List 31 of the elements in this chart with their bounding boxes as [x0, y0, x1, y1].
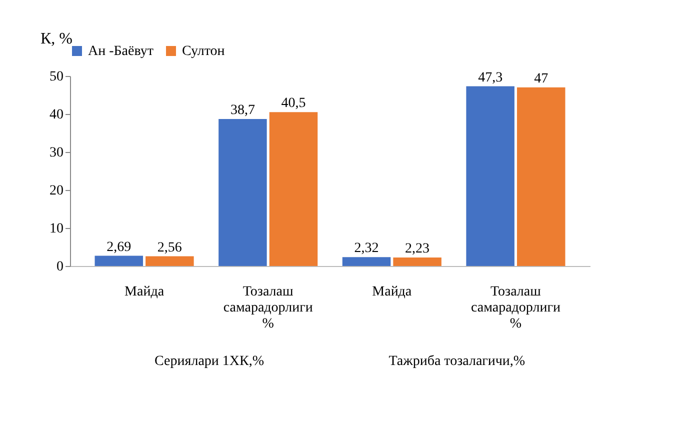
- y-tick-label: 20: [50, 184, 64, 198]
- y-tick-label: 30: [50, 146, 64, 160]
- y-tick-label: 40: [50, 108, 64, 122]
- bar: [393, 258, 442, 266]
- y-tick-label: 0: [56, 260, 64, 274]
- bar: [466, 86, 514, 266]
- data-label: 2,32: [354, 241, 379, 256]
- y-tick-label: 50: [50, 70, 64, 84]
- bar: [94, 256, 144, 266]
- data-label: 40,5: [281, 96, 306, 112]
- x-tick-label: Майда: [124, 284, 165, 300]
- x-tick-label: Тозалаш самарадорлиги %: [223, 284, 314, 332]
- legend-label: Ан -Баёвут: [88, 44, 154, 59]
- bar: [218, 118, 267, 266]
- bar: [342, 257, 391, 266]
- data-label: 47,3: [478, 70, 503, 86]
- text: Сериялари 1ХК,%: [154, 354, 264, 369]
- bar: [516, 87, 566, 266]
- data-label: 2,56: [157, 240, 182, 256]
- y-axis-title: К, %: [40, 30, 72, 48]
- x-tick-label: Майда: [372, 284, 412, 300]
- y-tick-label: 10: [50, 222, 64, 236]
- data-label: 47: [534, 71, 548, 86]
- x-tick-label: Тозалаш самарадорлиги %: [470, 284, 561, 332]
- data-label: 2,69: [106, 240, 132, 255]
- data-label: 38,7: [230, 102, 255, 118]
- bar: [146, 256, 194, 266]
- bar: [269, 112, 318, 266]
- data-label: 2,23: [405, 242, 430, 257]
- text: Тажриба тозалагичи,%: [388, 354, 526, 369]
- legend-label: Султон: [182, 44, 226, 59]
